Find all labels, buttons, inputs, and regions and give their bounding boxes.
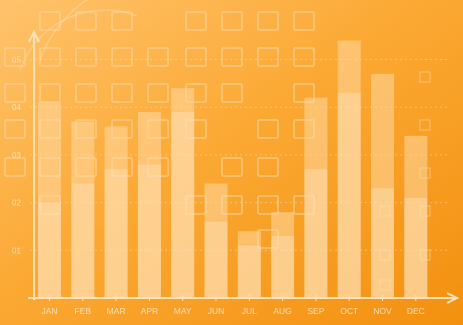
bar — [404, 135, 428, 298]
decor-square — [39, 83, 61, 103]
bar-inner — [71, 183, 95, 298]
decor-square — [185, 11, 207, 31]
bar-inner — [104, 169, 128, 298]
bar — [204, 183, 228, 298]
x-tick-label: APR — [141, 306, 158, 316]
x-tick-label: JUL — [242, 306, 257, 316]
decor-arc — [19, 9, 138, 71]
bar — [304, 97, 328, 298]
decor-square — [185, 47, 207, 67]
x-tick-labels: JAN FEB MAR APR MAY JUN JUL AUG SEP OCT NOV DEC — [41, 306, 424, 316]
bar-inner — [137, 164, 161, 298]
decor-square — [111, 47, 133, 67]
decor-square — [257, 47, 279, 67]
bar — [237, 231, 261, 298]
x-tick-label: AUG — [273, 306, 291, 316]
x-tick-label: JAN — [41, 306, 57, 316]
bar-inner — [337, 92, 361, 298]
x-tick-label: MAR — [107, 306, 126, 316]
decor-square — [257, 11, 279, 31]
decor-square — [4, 47, 26, 67]
decor-square-small — [419, 119, 431, 131]
x-tick-label: SEP — [307, 306, 324, 316]
bar-inner — [237, 245, 261, 298]
y-axis-arrow — [28, 29, 40, 43]
y-tick-label: 02 — [12, 199, 21, 208]
x-tick-label: NOV — [373, 306, 392, 316]
decor-square — [221, 47, 243, 67]
bar-inner — [204, 221, 228, 298]
decor-square — [75, 47, 97, 67]
decor-square — [293, 47, 315, 67]
decor-square — [4, 119, 26, 139]
bar — [171, 88, 195, 299]
decor-square — [221, 11, 243, 31]
decor-square — [147, 47, 169, 67]
decor-square — [293, 83, 315, 103]
decor-square — [111, 11, 133, 31]
decor-square — [221, 83, 243, 103]
decor-square — [39, 11, 61, 31]
decor-square — [75, 11, 97, 31]
x-tick-label: MAY — [174, 306, 192, 316]
y-tick-label: 03 — [12, 151, 21, 160]
x-axis-arrow — [446, 292, 460, 304]
decor-square — [147, 83, 169, 103]
x-tick-label: FEB — [75, 306, 92, 316]
bar-inner — [271, 236, 295, 298]
decor-square — [257, 119, 279, 139]
bar-inner — [38, 202, 61, 298]
x-tick-label: OCT — [340, 306, 358, 316]
bar — [104, 126, 128, 298]
decor-square-small — [419, 71, 431, 83]
bar — [38, 102, 61, 298]
y-tick-label: 01 — [12, 246, 21, 255]
bar-inner — [304, 169, 328, 298]
decor-square — [39, 47, 61, 67]
decor-square — [221, 157, 243, 177]
decor-square — [111, 83, 133, 103]
bar — [337, 40, 361, 298]
decor-square — [4, 83, 26, 103]
x-tick-label: DEC — [407, 306, 425, 316]
bar-inner — [171, 112, 195, 298]
decor-square — [75, 83, 97, 103]
bar — [371, 73, 394, 298]
y-tick-label: 04 — [12, 103, 21, 112]
axes — [28, 29, 460, 304]
decor-square — [293, 11, 315, 31]
bar — [71, 121, 95, 299]
bar-series-outer — [38, 40, 428, 299]
bar-inner — [371, 188, 394, 298]
decor-square — [257, 195, 279, 215]
decor-square — [257, 157, 279, 177]
decor-square — [4, 157, 26, 177]
decor-arc — [39, 0, 89, 61]
bar-series-inner — [38, 92, 428, 298]
bar — [137, 112, 161, 298]
x-tick-label: JUN — [208, 306, 225, 316]
bar-inner — [404, 197, 428, 298]
bar — [271, 212, 295, 298]
y-tick-label: 05 — [12, 56, 21, 65]
y-tick-labels: 01 02 03 04 05 — [12, 56, 21, 256]
